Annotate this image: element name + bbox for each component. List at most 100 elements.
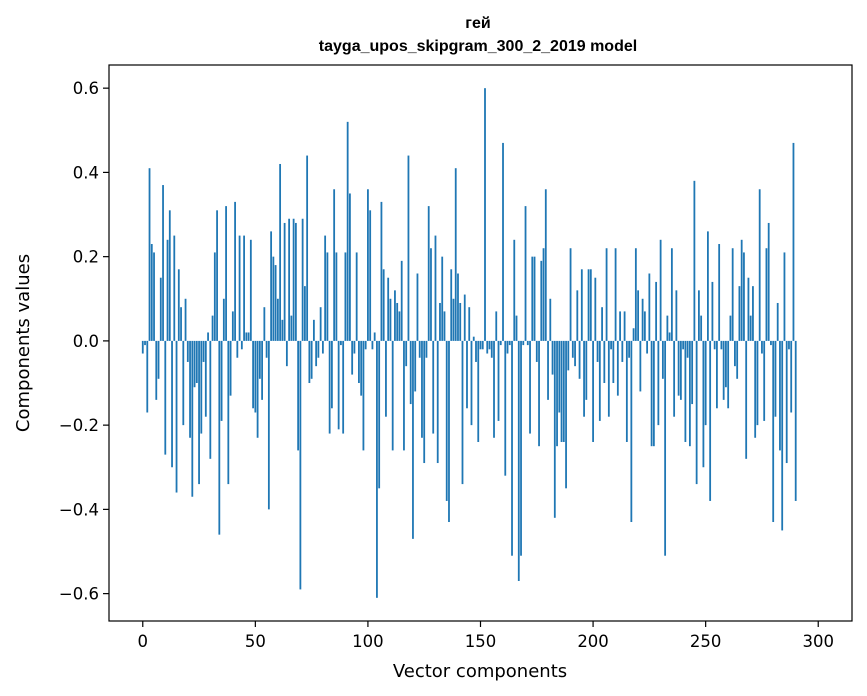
bar (592, 340, 594, 442)
bar (425, 340, 428, 358)
bar (513, 239, 516, 341)
bar (605, 248, 608, 341)
bar (157, 340, 160, 379)
bar (517, 340, 520, 581)
bar (765, 248, 768, 341)
bar (716, 340, 718, 409)
x-axis-label: Vector components (393, 661, 567, 682)
bar (560, 340, 563, 442)
bar (238, 235, 241, 341)
bar (625, 340, 628, 442)
bar (436, 340, 439, 464)
bar (180, 307, 182, 341)
bar (565, 340, 567, 489)
bar (583, 340, 585, 417)
bar (752, 286, 754, 341)
bar (470, 340, 473, 426)
bars-group (141, 88, 797, 598)
bar (164, 340, 167, 455)
bar (331, 340, 333, 409)
bar (754, 340, 757, 438)
bar (695, 340, 698, 485)
bar (414, 340, 417, 392)
bar (247, 332, 250, 341)
bar (558, 340, 561, 413)
bar (441, 256, 444, 341)
bar (186, 340, 189, 362)
bar (792, 142, 795, 341)
bar (783, 252, 786, 341)
bar (551, 340, 554, 375)
x-tick-label: 0 (138, 632, 149, 651)
bar (204, 340, 207, 417)
bar (355, 252, 358, 341)
bar (261, 340, 263, 400)
bar (578, 340, 581, 379)
bar (761, 340, 763, 354)
bar (162, 185, 164, 341)
bar (785, 340, 788, 464)
bar (637, 290, 640, 341)
bar (351, 340, 354, 375)
bar (767, 222, 770, 341)
bar (682, 340, 685, 350)
y-axis-ticks: 0.6 0.4 0.2 0.0 −0.2 −0.4 −0.6 (59, 79, 109, 604)
bar (423, 340, 426, 464)
bar (276, 298, 279, 341)
bar (544, 189, 547, 341)
bar (153, 252, 155, 341)
bar (641, 298, 644, 341)
bar (661, 340, 664, 379)
bar (439, 302, 441, 341)
bar (526, 340, 529, 346)
bar (333, 189, 336, 341)
bar (387, 277, 390, 341)
bar (623, 311, 626, 341)
bar (175, 340, 178, 493)
bar (542, 248, 545, 341)
bar (398, 311, 401, 341)
y-axis-label: Components values (13, 254, 34, 432)
bar (225, 206, 227, 341)
bar (655, 281, 658, 341)
bar (495, 311, 498, 341)
bar (648, 273, 651, 341)
bar (378, 340, 381, 489)
bar (698, 290, 700, 341)
bar (486, 340, 489, 354)
bar (301, 218, 304, 341)
bar (391, 340, 394, 451)
x-axis-ticks: 0 50 100 150 200 250 300 (138, 621, 834, 651)
bar (614, 248, 617, 341)
bar (594, 277, 597, 341)
bar (659, 239, 662, 341)
bar (549, 298, 552, 341)
bar (493, 340, 495, 438)
bar (569, 248, 572, 341)
bar (688, 340, 691, 447)
bar (367, 189, 369, 341)
bar (776, 302, 779, 341)
bar (231, 311, 234, 341)
bar (256, 340, 259, 438)
bar (362, 340, 365, 451)
y-tick-label: −0.6 (59, 585, 99, 604)
bar (589, 269, 592, 341)
bar (619, 311, 621, 341)
bar (290, 315, 293, 341)
bar (340, 340, 342, 346)
bar (358, 340, 360, 384)
bar (148, 168, 151, 341)
bar (547, 340, 549, 400)
bar (236, 340, 239, 358)
bar (283, 222, 286, 341)
bar (749, 315, 752, 341)
bar (731, 248, 734, 341)
bar (475, 340, 477, 362)
bar (616, 340, 619, 396)
bar (734, 340, 736, 367)
bar (328, 340, 331, 434)
bar (553, 340, 556, 518)
bar (288, 218, 291, 341)
bar (213, 252, 216, 341)
